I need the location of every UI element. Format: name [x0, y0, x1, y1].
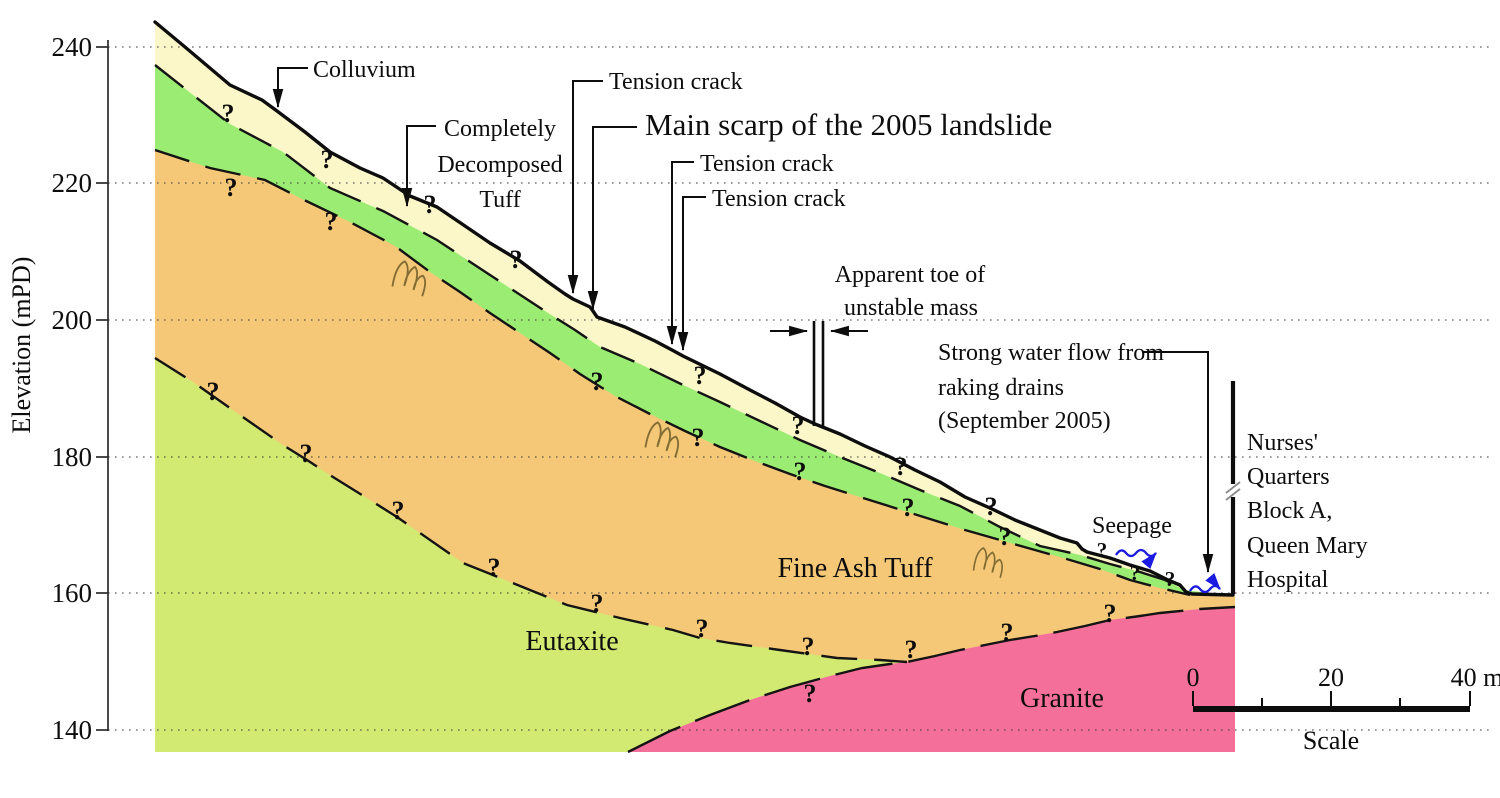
question-mark: ?	[792, 411, 805, 440]
scale-bar: 0 20 40 m Scale	[1187, 663, 1500, 755]
question-mark: ?	[1001, 618, 1014, 647]
question-mark: ?	[694, 361, 707, 390]
tension-crack-2-leader-arrow	[666, 161, 694, 346]
question-mark: ?	[802, 632, 815, 661]
colluvium-base-boundary	[154, 64, 1186, 592]
question-mark: ?	[1097, 538, 1108, 562]
question-mark: ?	[895, 452, 908, 481]
question-mark: ?	[1165, 567, 1176, 591]
cdt-label-line3: Tuff	[479, 187, 520, 213]
question-mark: ?	[999, 522, 1012, 551]
cdt-leader-arrow	[401, 125, 436, 208]
tension-crack-3-leader-arrow	[677, 196, 706, 352]
question-mark: ?	[985, 492, 998, 521]
tension-crack-1-label: Tension crack	[609, 69, 743, 95]
annotations: Colluvium Completely Decomposed Tuff Ten…	[272, 57, 1368, 714]
question-mark: ?	[424, 190, 437, 219]
y-tick-label-160: 160	[52, 578, 93, 608]
elevation-axis: 240 220 200 180 160 140 Elevation (mPD)	[7, 32, 109, 745]
question-mark: ?	[321, 145, 334, 174]
eutaxite-label: Eutaxite	[525, 626, 618, 657]
y-tick-label-220: 220	[52, 168, 93, 198]
geological-boundaries	[153, 20, 1236, 754]
scale-label-0: 0	[1187, 663, 1200, 692]
hospital-label-line2: Quarters	[1247, 464, 1330, 490]
layer-fills	[155, 22, 1235, 752]
eutaxite-top-boundary	[154, 356, 908, 664]
question-mark: ?	[1130, 561, 1141, 585]
y-tick-label-140: 140	[52, 715, 93, 745]
water-flow-label-line2: raking drains	[938, 375, 1064, 401]
water-flow-label-line1: Strong water flow from	[938, 340, 1164, 366]
water-flow-leader-arrow	[1142, 351, 1214, 574]
question-mark: ?	[392, 496, 405, 525]
building-break-symbol	[1225, 481, 1241, 501]
question-mark: ?	[488, 553, 501, 582]
apparent-toe-label-line2: unstable mass	[844, 295, 978, 321]
tension-crack-3-label: Tension crack	[712, 186, 846, 212]
hospital-label-line3: Block A,	[1247, 498, 1332, 524]
scale-label-20: 20	[1318, 663, 1344, 692]
hospital-label-line4: Queen Mary	[1247, 533, 1368, 559]
question-mark: ?	[692, 423, 705, 452]
question-mark: ?	[207, 377, 220, 406]
seepage-label: Seepage	[1092, 513, 1172, 539]
question-mark: ?	[510, 245, 523, 274]
cdt-label-line2: Decomposed	[437, 152, 562, 178]
question-mark: ?	[794, 457, 807, 486]
raking-drain-symbol	[391, 260, 427, 297]
tension-crack-2-label: Tension crack	[700, 151, 834, 177]
question-mark: ?	[905, 635, 918, 664]
question-mark: ?	[225, 173, 238, 202]
question-mark: ?	[1104, 599, 1117, 628]
apparent-toe-label-line1: Apparent toe of	[835, 262, 986, 288]
question-mark: ?	[325, 207, 338, 236]
raking-drain-symbol	[972, 547, 1003, 579]
granite-label: Granite	[1020, 683, 1104, 714]
question-mark: ?	[300, 439, 313, 468]
raking-drain-symbols	[391, 260, 1003, 579]
hospital-label-line5: Hospital	[1247, 567, 1329, 593]
y-tick-label-240: 240	[52, 32, 93, 62]
cdt-label-line1: Completely	[444, 116, 556, 142]
fine-ash-tuff-label: Fine Ash Tuff	[777, 553, 933, 584]
granite-top-boundary	[627, 605, 1236, 754]
main-scarp-label: Main scarp of the 2005 landslide	[645, 107, 1052, 142]
scale-bar-ticks	[1192, 691, 1471, 706]
colluvium-leader-arrow	[272, 67, 308, 109]
question-mark: ?	[804, 679, 817, 708]
question-mark: ?	[591, 367, 604, 396]
question-mark: ?	[902, 493, 915, 522]
tension-crack-1-leader-arrow	[567, 80, 603, 295]
layer-granite-fill	[628, 607, 1235, 752]
seepage-arrow-lower	[1189, 573, 1221, 594]
scale-caption: Scale	[1303, 726, 1359, 755]
y-axis-title: Elevation (mPD)	[7, 257, 36, 434]
main-scarp-leader-arrow	[587, 126, 637, 311]
scale-bar-line	[1193, 706, 1470, 712]
cdt-base-boundary	[154, 148, 1191, 597]
question-mark: ?	[696, 614, 709, 643]
y-axis-ticks	[96, 46, 108, 731]
layer-eutaxite-fill	[155, 358, 907, 752]
question-mark: ?	[591, 589, 604, 618]
water-flow-label-line3: (September 2005)	[938, 408, 1111, 434]
colluvium-label: Colluvium	[313, 57, 416, 83]
seepage-arrow-upper	[1115, 548, 1157, 569]
uncertainty-question-marks: ? ? ? ? ? ? ? ? ? ? ? ? ? ? ? ? ? ? ? ? …	[207, 99, 1176, 708]
hospital-building	[1225, 381, 1241, 594]
y-tick-label-200: 200	[52, 305, 93, 335]
y-tick-label-180: 180	[52, 442, 93, 472]
hospital-label-line1: Nurses'	[1247, 430, 1318, 456]
apparent-toe-marker	[770, 321, 868, 428]
ground-surface-profile	[153, 20, 1235, 597]
scale-label-40m: 40 m	[1451, 663, 1500, 692]
question-mark: ?	[222, 99, 235, 128]
raking-drain-symbol	[644, 421, 680, 458]
